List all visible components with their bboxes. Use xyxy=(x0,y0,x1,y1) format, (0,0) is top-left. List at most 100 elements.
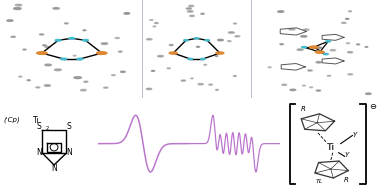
Circle shape xyxy=(209,84,212,85)
Circle shape xyxy=(158,55,163,57)
Circle shape xyxy=(188,58,192,60)
Text: N: N xyxy=(51,164,57,173)
Circle shape xyxy=(357,44,359,45)
Circle shape xyxy=(60,58,67,60)
Circle shape xyxy=(186,8,191,9)
Circle shape xyxy=(11,36,15,37)
Circle shape xyxy=(146,88,152,90)
Circle shape xyxy=(235,36,240,37)
Circle shape xyxy=(278,11,284,12)
Circle shape xyxy=(301,36,307,37)
Circle shape xyxy=(27,80,30,81)
Circle shape xyxy=(124,13,130,14)
Text: Ti: Ti xyxy=(327,143,335,152)
Circle shape xyxy=(308,70,312,71)
Circle shape xyxy=(326,41,331,42)
Circle shape xyxy=(228,32,234,33)
Circle shape xyxy=(97,52,107,54)
Circle shape xyxy=(342,22,346,23)
Text: ('Cp): ('Cp) xyxy=(4,117,21,123)
Circle shape xyxy=(216,89,218,90)
Circle shape xyxy=(14,8,21,9)
Circle shape xyxy=(39,34,44,35)
Circle shape xyxy=(201,13,204,14)
Circle shape xyxy=(348,74,353,75)
Circle shape xyxy=(330,50,336,51)
Text: Y: Y xyxy=(344,152,349,157)
Circle shape xyxy=(121,71,125,72)
Circle shape xyxy=(201,58,205,60)
Circle shape xyxy=(83,30,86,31)
Text: ⊖: ⊖ xyxy=(369,102,376,111)
Circle shape xyxy=(194,38,199,39)
Circle shape xyxy=(81,89,86,91)
Circle shape xyxy=(169,45,173,46)
Circle shape xyxy=(316,90,321,91)
Circle shape xyxy=(152,70,155,71)
Circle shape xyxy=(197,46,200,47)
Circle shape xyxy=(45,46,50,47)
Circle shape xyxy=(190,15,194,16)
Text: Ti: Ti xyxy=(33,115,40,125)
Circle shape xyxy=(215,56,218,57)
Text: R: R xyxy=(344,177,349,183)
Circle shape xyxy=(302,85,305,86)
Circle shape xyxy=(327,75,331,76)
Text: Y: Y xyxy=(352,132,356,138)
Text: S: S xyxy=(37,122,42,131)
Circle shape xyxy=(153,26,156,27)
Text: N: N xyxy=(36,148,42,157)
Circle shape xyxy=(65,23,68,24)
Circle shape xyxy=(316,62,321,63)
Circle shape xyxy=(43,45,46,46)
Text: TL: TL xyxy=(315,179,323,184)
Circle shape xyxy=(101,43,108,44)
Circle shape xyxy=(184,40,188,41)
Circle shape xyxy=(198,84,203,85)
Circle shape xyxy=(37,52,47,54)
Circle shape xyxy=(216,52,224,54)
Circle shape xyxy=(282,84,287,85)
Circle shape xyxy=(280,44,284,45)
Text: R: R xyxy=(301,106,306,112)
Text: 2: 2 xyxy=(45,126,49,131)
Circle shape xyxy=(147,39,152,40)
Circle shape xyxy=(348,52,353,53)
Text: N: N xyxy=(66,148,72,157)
Circle shape xyxy=(228,41,231,42)
Circle shape xyxy=(297,49,303,50)
Circle shape xyxy=(19,76,22,77)
Circle shape xyxy=(69,38,75,39)
Circle shape xyxy=(315,51,324,53)
Circle shape xyxy=(290,89,296,91)
Circle shape xyxy=(304,29,309,30)
Circle shape xyxy=(82,40,88,41)
Circle shape xyxy=(7,20,13,21)
Circle shape xyxy=(112,75,115,76)
Circle shape xyxy=(302,46,307,48)
Circle shape xyxy=(309,46,318,48)
Circle shape xyxy=(234,23,237,24)
Circle shape xyxy=(104,87,108,88)
Circle shape xyxy=(324,53,328,55)
Circle shape xyxy=(310,87,313,88)
Circle shape xyxy=(316,47,321,48)
Circle shape xyxy=(73,55,76,56)
Circle shape xyxy=(36,87,40,88)
Circle shape xyxy=(346,43,350,44)
Circle shape xyxy=(205,40,209,41)
Circle shape xyxy=(15,4,22,6)
Circle shape xyxy=(191,78,193,79)
Circle shape xyxy=(218,39,223,41)
Circle shape xyxy=(268,67,271,68)
Circle shape xyxy=(44,85,50,86)
Circle shape xyxy=(45,64,51,66)
Circle shape xyxy=(187,11,193,12)
Circle shape xyxy=(115,37,119,39)
Circle shape xyxy=(150,19,153,20)
Circle shape xyxy=(23,49,26,50)
Circle shape xyxy=(119,51,122,52)
Circle shape xyxy=(53,8,59,9)
Circle shape xyxy=(181,80,186,81)
Circle shape xyxy=(54,69,61,71)
